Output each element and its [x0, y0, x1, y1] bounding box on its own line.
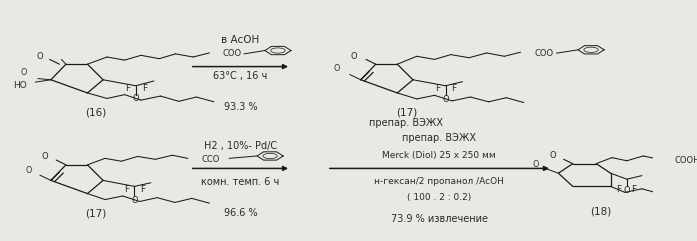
- Text: в AcOH: в AcOH: [221, 35, 259, 45]
- Text: O: O: [351, 52, 358, 61]
- Text: O: O: [624, 186, 630, 195]
- Text: (18): (18): [590, 206, 611, 216]
- Text: F: F: [124, 185, 129, 194]
- Text: F: F: [140, 185, 146, 194]
- Text: O: O: [20, 68, 26, 77]
- Text: COO: COO: [535, 49, 553, 58]
- Text: O: O: [36, 52, 43, 61]
- Text: 93.3 %: 93.3 %: [224, 102, 257, 112]
- Text: F: F: [141, 84, 147, 93]
- Text: F: F: [631, 186, 636, 194]
- Text: F: F: [125, 84, 130, 93]
- Text: 96.6 %: 96.6 %: [224, 208, 257, 218]
- Text: (17): (17): [84, 208, 106, 219]
- Text: H2 , 10%- Pd/C: H2 , 10%- Pd/C: [204, 141, 277, 151]
- Text: COOH: COOH: [675, 155, 697, 165]
- Text: F: F: [452, 84, 457, 93]
- Text: 73.9 % извлечение: 73.9 % извлечение: [391, 214, 488, 224]
- Text: н-гексан/2 пропанол /AcOH: н-гексан/2 пропанол /AcOH: [374, 177, 505, 186]
- Text: O: O: [533, 160, 539, 169]
- Text: 63°C , 16 ч: 63°C , 16 ч: [213, 71, 268, 81]
- Text: HO: HO: [13, 80, 26, 90]
- Text: F: F: [435, 84, 441, 93]
- Text: O: O: [132, 94, 139, 103]
- Text: COO: COO: [222, 49, 242, 58]
- Text: комн. темп. 6 ч: комн. темп. 6 ч: [201, 177, 279, 187]
- Text: препар. ВЭЖХ: препар. ВЭЖХ: [402, 134, 476, 143]
- Text: F: F: [616, 186, 621, 194]
- Text: CCO: CCO: [201, 155, 220, 164]
- Text: (17): (17): [396, 108, 417, 118]
- Text: препар. ВЭЖХ: препар. ВЭЖХ: [369, 118, 443, 128]
- Text: O: O: [333, 64, 340, 73]
- Text: O: O: [41, 152, 47, 161]
- Text: O: O: [26, 166, 32, 175]
- Text: O: O: [550, 151, 556, 161]
- Text: (16): (16): [84, 107, 106, 117]
- Text: O: O: [131, 195, 138, 205]
- Text: O: O: [442, 95, 449, 104]
- Text: ( 100 . 2 : 0.2): ( 100 . 2 : 0.2): [407, 193, 471, 202]
- Text: Merck (Diol) 25 x 250 мм: Merck (Diol) 25 x 250 мм: [383, 151, 496, 160]
